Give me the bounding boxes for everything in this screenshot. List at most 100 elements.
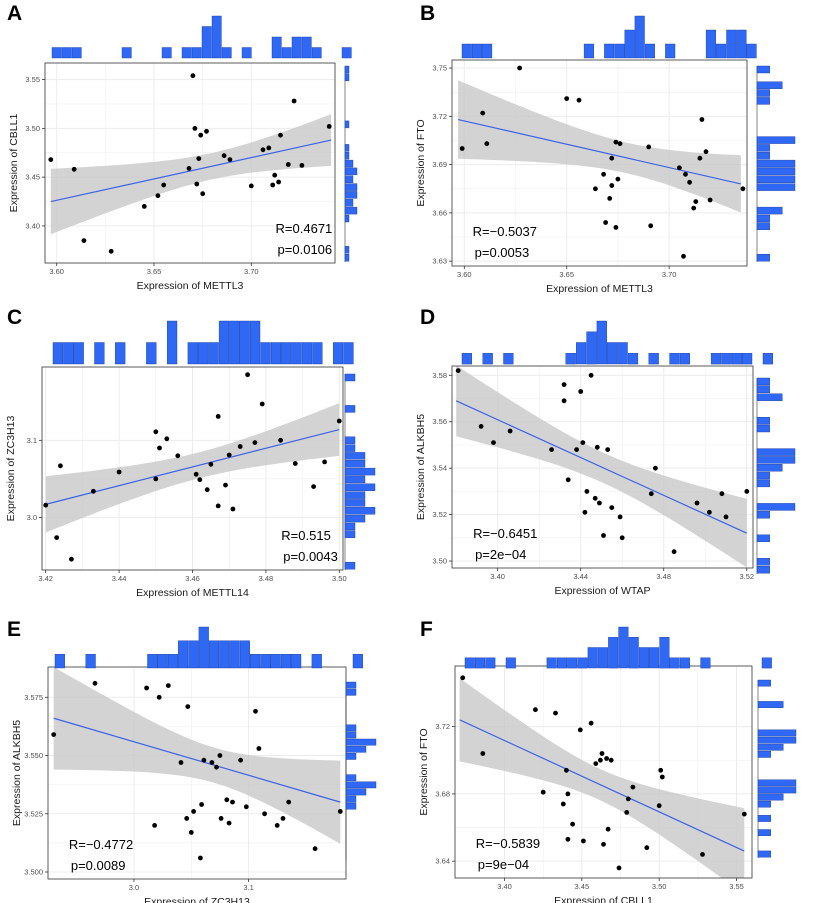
regression-line	[50, 139, 332, 203]
y-axis-title: Expression of ZC3H13	[5, 416, 17, 522]
y-tick-label: 3.0	[27, 513, 37, 522]
right-histogram-bar	[344, 491, 366, 499]
right-histogram-bar	[345, 774, 357, 782]
right-histogram-bar	[756, 393, 783, 401]
right-histogram-bar	[345, 753, 357, 760]
top-histogram-bar	[73, 342, 84, 365]
top-histogram-bar	[649, 647, 660, 669]
x-tick-label: 3.42	[38, 574, 53, 583]
data-point	[278, 132, 283, 138]
right-histogram-bar	[756, 175, 796, 184]
top-histogram-bar	[260, 342, 271, 365]
data-point	[609, 183, 615, 188]
top-histogram-bar	[147, 654, 158, 669]
y-tick-label: 3.50	[432, 557, 447, 566]
x-tick-label: 3.55	[729, 882, 744, 891]
data-point	[459, 146, 465, 151]
data-point	[243, 804, 249, 810]
top-histogram-bar	[208, 640, 220, 669]
right-histogram-bar	[344, 499, 366, 507]
top-histogram-bar	[608, 637, 619, 669]
data-point	[274, 823, 280, 828]
top-histogram-bar	[341, 47, 352, 59]
top-histogram-bar	[221, 47, 232, 59]
data-point	[197, 477, 203, 483]
data-point	[161, 182, 167, 188]
top-histogram-bar	[352, 654, 363, 669]
data-point	[707, 197, 713, 203]
right-histogram-bar	[344, 175, 354, 184]
data-point	[593, 186, 598, 192]
top-histogram-bar	[761, 657, 772, 669]
panel-letter: B	[420, 2, 435, 25]
data-point	[744, 489, 750, 494]
panel-letter: F	[420, 618, 433, 641]
data-point	[561, 382, 567, 387]
top-histogram-bar	[607, 342, 618, 365]
top-histogram-bar	[710, 353, 722, 365]
panel-b: B 3.60 3.65 3.70 3.63 3.66 3.69 3.72 3.75 Express…	[415, 2, 796, 295]
x-tick-label: 3.60	[457, 270, 472, 279]
data-point	[286, 799, 292, 805]
data-point	[574, 447, 579, 452]
data-point	[214, 764, 219, 770]
data-point	[217, 753, 223, 758]
right-histogram-bar	[344, 65, 350, 74]
data-point	[292, 461, 298, 466]
data-point	[336, 418, 342, 424]
data-point	[58, 463, 63, 469]
right-histogram-bar	[756, 222, 770, 231]
x-tick-label: 3.40	[490, 572, 505, 581]
right-histogram-bar	[756, 159, 796, 168]
data-point	[603, 220, 608, 225]
data-point	[593, 761, 599, 766]
y-tick-label: 3.40	[25, 221, 40, 230]
top-histogram-bar	[679, 353, 691, 365]
x-axis-title: Expression of METTL14	[136, 587, 249, 599]
data-point	[616, 865, 622, 871]
data-point	[723, 514, 729, 520]
confidence-band	[459, 678, 745, 878]
data-point	[201, 757, 207, 763]
top-histogram-bar	[241, 47, 252, 59]
data-point	[256, 746, 262, 751]
top-histogram-bar	[291, 342, 302, 365]
p-value: p=2e−04	[475, 547, 526, 562]
top-histogram-bar	[178, 640, 189, 669]
data-point	[175, 453, 181, 459]
top-histogram-bar	[187, 342, 198, 365]
top-histogram-bar	[301, 342, 313, 365]
right-histogram-bar	[344, 452, 366, 460]
right-histogram-bar	[345, 781, 377, 789]
top-histogram-bar	[181, 47, 192, 59]
right-histogram-bar	[756, 151, 770, 160]
x-tick-label: 3.40	[497, 882, 512, 891]
data-point	[540, 789, 546, 795]
data-point	[198, 132, 204, 138]
top-histogram-bar	[198, 342, 209, 365]
data-point	[291, 98, 297, 104]
top-histogram-bar	[311, 654, 322, 669]
top-histogram-bar	[617, 342, 628, 365]
top-histogram-bar	[665, 43, 676, 59]
x-tick-label: 3.44	[112, 574, 127, 583]
data-point	[153, 429, 159, 435]
data-point	[185, 704, 191, 709]
data-point	[560, 801, 566, 807]
top-histogram-bar	[461, 43, 472, 59]
data-point	[188, 830, 194, 835]
right-histogram-bar	[344, 214, 350, 223]
top-histogram-bar	[219, 640, 230, 669]
data-point	[478, 424, 484, 429]
panel-letter: D	[420, 306, 435, 329]
top-histogram-bar	[596, 320, 607, 365]
p-value: p=9e−04	[478, 857, 529, 872]
right-histogram-bar	[344, 246, 350, 254]
top-histogram-bar	[604, 43, 615, 59]
data-point	[576, 97, 582, 103]
y-tick-label: 3.56	[432, 417, 447, 426]
data-point	[157, 445, 162, 451]
y-axis-title: Expression of FTO	[415, 119, 427, 206]
right-histogram-bar	[345, 724, 357, 732]
top-histogram-bar	[472, 43, 483, 59]
